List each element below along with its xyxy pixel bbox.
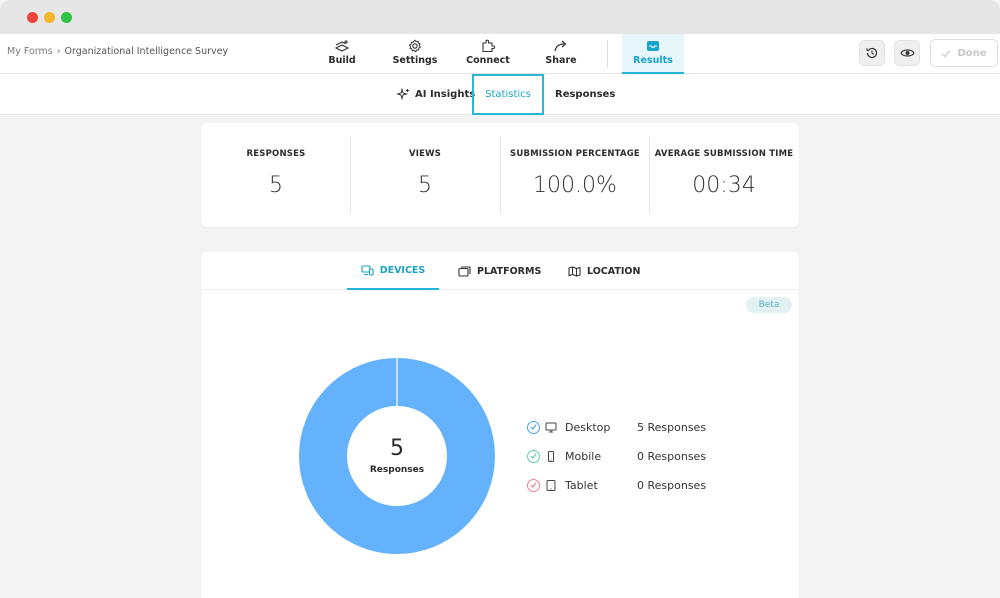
- stat-average-submission-time-value: 00:34: [692, 173, 756, 198]
- legend-check-icon[interactable]: [527, 478, 540, 492]
- subtab-statistics-label: Statistics: [485, 89, 531, 100]
- legend-item-mobile[interactable]: Mobile 0 Responses: [527, 446, 706, 466]
- history-icon: [866, 47, 878, 59]
- chart-tab-devices[interactable]: DEVICES: [347, 252, 439, 290]
- chart-tab-location[interactable]: LOCATION: [568, 252, 640, 290]
- phone-icon: [548, 450, 554, 462]
- stat-responses-value: 5: [269, 173, 283, 198]
- tab-connect[interactable]: Connect: [453, 38, 523, 74]
- check-icon: [941, 49, 951, 58]
- beta-badge: Beta: [746, 297, 792, 313]
- stat-divider: [649, 136, 650, 214]
- map-icon: [568, 265, 581, 277]
- subtab-ai-insights-label: AI Insights: [415, 89, 476, 100]
- legend-check-icon[interactable]: [527, 449, 540, 463]
- stat-responses: RESPONSES 5: [201, 123, 351, 227]
- breadcrumb: My Forms › Organizational Intelligence Sur…: [7, 46, 228, 57]
- stat-submission-percentage-label: SUBMISSION PERCENTAGE: [510, 149, 640, 159]
- device-chart-card: DEVICES PLATFORMS LOCATION Beta 5 Respon…: [201, 252, 799, 598]
- breadcrumb-separator: ›: [56, 46, 61, 57]
- nav-divider: [607, 40, 608, 68]
- tab-settings[interactable]: Settings: [380, 38, 450, 74]
- chart-tab-location-label: LOCATION: [587, 265, 641, 277]
- legend-item-tablet[interactable]: Tablet 0 Responses: [527, 475, 706, 495]
- legend-label: Mobile: [565, 449, 602, 463]
- tab-results-label: Results: [633, 55, 673, 66]
- device-donut-chart: [299, 358, 495, 554]
- tab-build-label: Build: [328, 55, 356, 66]
- results-subnav: AI Insights Statistics Responses: [0, 74, 1000, 115]
- subtab-responses-label: Responses: [555, 89, 616, 100]
- chart-tab-devices-label: DEVICES: [379, 264, 426, 276]
- inbox-icon: [647, 41, 659, 51]
- stat-views: VIEWS 5: [350, 123, 500, 227]
- subtab-responses[interactable]: Responses: [555, 74, 615, 115]
- done-button-label: Done: [957, 47, 987, 59]
- tab-results[interactable]: Results: [622, 34, 684, 74]
- stat-submission-percentage: SUBMISSION PERCENTAGE 100.0%: [500, 123, 650, 227]
- monitor-icon: [545, 422, 557, 432]
- tablet-icon: [546, 479, 556, 491]
- tab-share[interactable]: Share: [526, 38, 596, 74]
- eye-icon: [899, 49, 915, 57]
- minimize-window-button[interactable]: [44, 12, 55, 23]
- gear-icon: [408, 39, 422, 53]
- stat-submission-percentage-value: 100.0%: [533, 173, 617, 198]
- breadcrumb-current: Organizational Intelligence Survey: [64, 46, 229, 57]
- preview-button[interactable]: [894, 40, 920, 66]
- stat-divider: [500, 136, 501, 214]
- legend-label: Tablet: [565, 478, 598, 492]
- share-arrow-icon: [554, 40, 567, 52]
- stat-responses-label: RESPONSES: [246, 149, 306, 159]
- legend-check-icon[interactable]: [527, 420, 540, 434]
- legend-label: Desktop: [565, 420, 611, 434]
- subtab-ai-insights[interactable]: AI Insights: [397, 74, 475, 115]
- stat-views-label: VIEWS: [408, 149, 442, 159]
- summary-stats-card: RESPONSES 5 VIEWS 5 SUBMISSION PERCENTAG…: [201, 123, 799, 227]
- stat-average-submission-time: AVERAGE SUBMISSION TIME 00:34: [649, 123, 799, 227]
- close-window-button[interactable]: [27, 12, 38, 23]
- puzzle-icon: [482, 39, 496, 53]
- chart-tab-platforms-label: PLATFORMS: [477, 265, 542, 277]
- stat-average-submission-time-label: AVERAGE SUBMISSION TIME: [654, 149, 794, 159]
- top-navigation: My Forms › Organizational Intelligence Sur…: [0, 34, 1000, 74]
- tab-settings-label: Settings: [392, 55, 438, 66]
- legend-item-desktop[interactable]: Desktop 5 Responses: [527, 417, 706, 437]
- chart-center-label: Responses: [369, 465, 425, 475]
- stat-divider: [350, 136, 351, 214]
- breadcrumb-root-link[interactable]: My Forms: [7, 46, 53, 57]
- tab-build[interactable]: Build: [307, 38, 377, 74]
- legend-count: 0 Responses: [637, 449, 707, 463]
- build-icon: [334, 40, 350, 52]
- chart-tab-platforms[interactable]: PLATFORMS: [458, 252, 541, 290]
- legend-count: 0 Responses: [637, 478, 707, 492]
- subtab-statistics[interactable]: Statistics: [472, 74, 544, 115]
- devices-icon: [361, 264, 374, 276]
- tab-share-label: Share: [545, 55, 577, 66]
- platforms-icon: [458, 265, 471, 277]
- history-button[interactable]: [859, 40, 885, 66]
- legend-count: 5 Responses: [637, 420, 707, 434]
- window-titlebar: [0, 0, 1000, 34]
- stat-views-value: 5: [418, 173, 432, 198]
- done-button[interactable]: Done: [930, 39, 998, 67]
- chart-center-value: 5: [390, 436, 404, 461]
- maximize-window-button[interactable]: [61, 12, 72, 23]
- sparkle-icon: [397, 88, 409, 101]
- chart-tabs: DEVICES PLATFORMS LOCATION: [201, 252, 799, 290]
- tab-connect-label: Connect: [466, 55, 510, 66]
